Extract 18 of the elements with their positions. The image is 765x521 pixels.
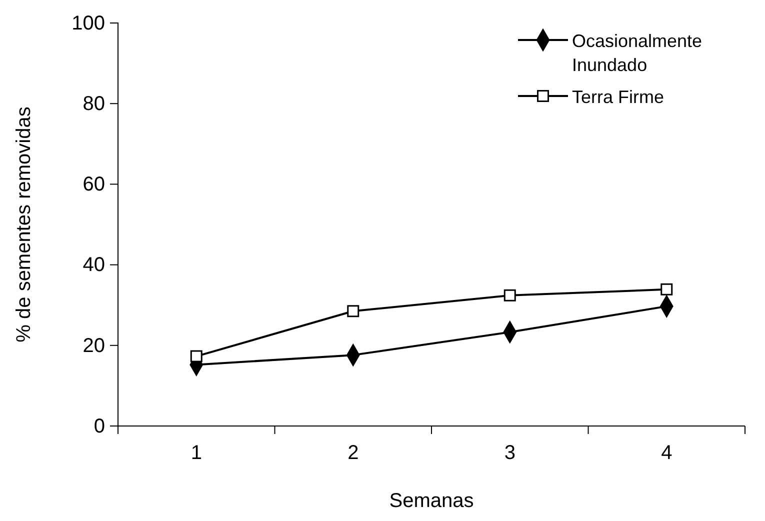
x-tick-label: 1 <box>190 442 202 464</box>
y-tick-label: 80 <box>82 93 105 115</box>
y-tick-label: 60 <box>82 174 105 196</box>
x-tick-label: 2 <box>348 442 359 464</box>
y-tick-label: 40 <box>82 254 105 276</box>
y-tick-label: 20 <box>82 334 105 357</box>
x-tick-label: 4 <box>661 442 672 464</box>
y-tick-label: 0 <box>94 415 105 438</box>
legend-label: Ocasionalmente Inundado <box>572 31 702 75</box>
x-tick-label: 3 <box>504 442 516 464</box>
point <box>660 283 673 296</box>
y-axis-title: % de sementes removidas <box>13 106 35 342</box>
point <box>190 350 202 362</box>
y-tick-label: 100 <box>72 12 105 34</box>
legend-label: Terra Firme <box>572 87 664 107</box>
point <box>504 289 516 302</box>
x-axis-title: Semanas <box>389 490 474 512</box>
point <box>347 305 360 318</box>
